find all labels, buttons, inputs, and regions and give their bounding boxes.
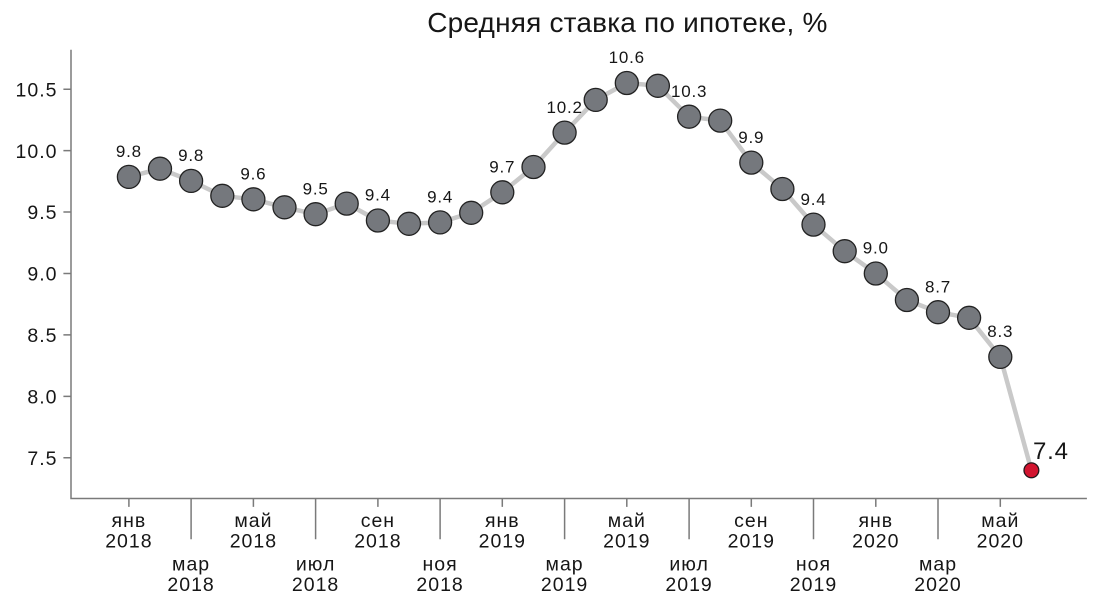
svg-text:2018: 2018: [167, 574, 214, 596]
svg-text:2018: 2018: [105, 531, 152, 553]
svg-text:май: май: [234, 510, 272, 532]
svg-text:2020: 2020: [852, 531, 899, 553]
svg-text:2018: 2018: [416, 574, 463, 596]
svg-text:Средняя ставка по ипотеке, %: Средняя ставка по ипотеке, %: [427, 7, 827, 38]
svg-text:8.7: 8.7: [925, 277, 951, 296]
svg-text:мар: мар: [919, 554, 957, 576]
svg-text:10.3: 10.3: [671, 82, 707, 101]
svg-text:ноя: ноя: [423, 554, 458, 576]
svg-text:9.4: 9.4: [365, 186, 391, 205]
svg-text:2019: 2019: [665, 574, 712, 596]
svg-text:янв: янв: [485, 510, 520, 532]
svg-text:2020: 2020: [977, 531, 1024, 553]
svg-text:янв: янв: [858, 510, 893, 532]
svg-text:8.5: 8.5: [27, 325, 57, 347]
svg-text:2020: 2020: [914, 574, 961, 596]
svg-text:2019: 2019: [479, 531, 526, 553]
svg-text:2018: 2018: [230, 531, 277, 553]
svg-text:2019: 2019: [790, 574, 837, 596]
svg-text:мар: мар: [546, 554, 584, 576]
svg-text:9.0: 9.0: [863, 239, 889, 258]
svg-text:9.7: 9.7: [489, 158, 515, 177]
svg-text:10.6: 10.6: [609, 48, 645, 67]
svg-text:10.2: 10.2: [546, 98, 582, 117]
svg-text:9.5: 9.5: [27, 202, 57, 224]
svg-text:мар: мар: [172, 554, 210, 576]
svg-text:июл: июл: [296, 554, 335, 576]
svg-text:9.4: 9.4: [800, 190, 826, 209]
svg-text:2018: 2018: [292, 574, 339, 596]
svg-text:8.0: 8.0: [27, 387, 57, 409]
svg-text:май: май: [608, 510, 646, 532]
svg-text:сен: сен: [734, 510, 768, 532]
svg-text:янв: янв: [112, 510, 147, 532]
svg-text:2019: 2019: [603, 531, 650, 553]
svg-text:9.9: 9.9: [738, 128, 764, 147]
svg-text:9.0: 9.0: [27, 264, 57, 286]
svg-text:10.5: 10.5: [16, 79, 58, 101]
svg-text:май: май: [981, 510, 1019, 532]
svg-text:2019: 2019: [728, 531, 775, 553]
svg-text:9.4: 9.4: [427, 188, 453, 207]
svg-text:7.5: 7.5: [27, 448, 57, 470]
svg-text:7.4: 7.4: [1033, 438, 1069, 465]
svg-text:2018: 2018: [354, 531, 401, 553]
svg-text:сен: сен: [361, 510, 395, 532]
svg-text:ноя: ноя: [796, 554, 831, 576]
svg-text:июл: июл: [669, 554, 708, 576]
svg-text:9.6: 9.6: [240, 165, 266, 184]
svg-text:9.8: 9.8: [116, 142, 142, 161]
svg-text:10.0: 10.0: [16, 141, 58, 163]
svg-text:2019: 2019: [541, 574, 588, 596]
svg-text:8.3: 8.3: [987, 322, 1013, 341]
svg-text:9.5: 9.5: [303, 179, 329, 198]
svg-text:9.8: 9.8: [178, 146, 204, 165]
